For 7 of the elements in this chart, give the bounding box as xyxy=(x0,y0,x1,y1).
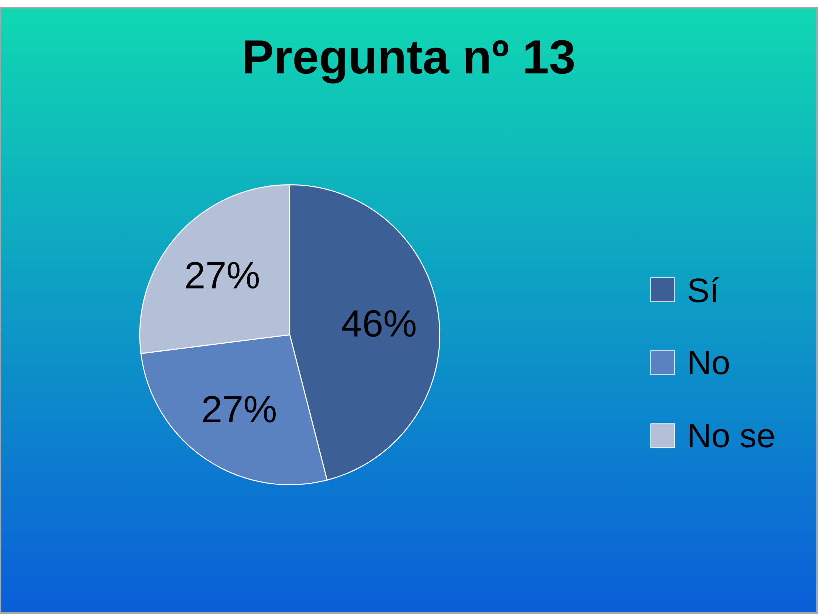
legend-label: Sí xyxy=(688,277,720,303)
legend-label: No se xyxy=(690,424,774,448)
legend-label: No xyxy=(690,351,730,375)
data-label: 27% xyxy=(186,262,260,289)
data-label: 27% xyxy=(203,396,276,423)
chart-title: Pregunta nº 13 xyxy=(245,40,574,84)
data-label: 46% xyxy=(342,310,416,338)
